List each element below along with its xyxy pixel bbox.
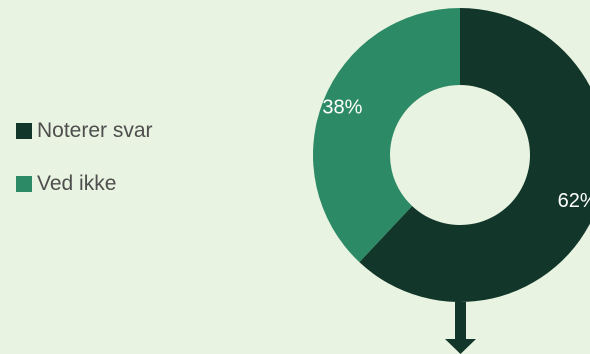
- legend-item-ved-ikke: Ved ikke: [16, 169, 153, 199]
- chart-legend: Noterer svar Ved ikke: [16, 116, 153, 222]
- slice-label-noterer-svar: 62%: [558, 190, 590, 212]
- legend-swatch-noterer-svar: [16, 123, 32, 139]
- legend-label-noterer-svar: Noterer svar: [37, 119, 153, 142]
- donut-slice-noterer-svar: [359, 8, 590, 302]
- slice-label-ved-ikke: 38%: [322, 97, 362, 119]
- donut-slice-ved-ikke: [313, 8, 460, 263]
- legend-swatch-ved-ikke: [16, 176, 32, 192]
- legend-label-ved-ikke: Ved ikke: [37, 172, 117, 195]
- legend-item-noterer-svar: Noterer svar: [16, 116, 153, 146]
- down-arrow-icon: [445, 302, 476, 354]
